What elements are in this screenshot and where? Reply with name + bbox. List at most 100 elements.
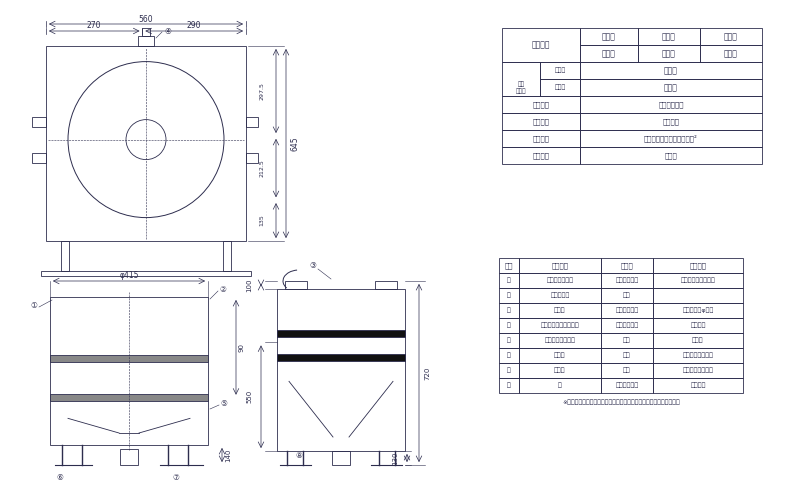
Bar bbox=[499, 288, 518, 303]
Bar bbox=[579, 113, 761, 130]
Text: ｔ１．２: ｔ１．２ bbox=[689, 383, 705, 388]
Bar bbox=[600, 258, 652, 273]
Bar bbox=[600, 378, 652, 393]
Bar bbox=[501, 130, 579, 147]
Bar bbox=[600, 288, 652, 303]
Text: 270: 270 bbox=[87, 21, 101, 30]
Text: 材　質: 材 質 bbox=[620, 262, 633, 269]
Bar bbox=[652, 303, 742, 318]
Text: ＳＵＳ４３０: ＳＵＳ４３０ bbox=[615, 308, 637, 313]
Text: 給水口: 給水口 bbox=[554, 68, 565, 73]
Text: 720: 720 bbox=[423, 366, 430, 380]
Bar bbox=[539, 62, 579, 79]
Bar bbox=[499, 303, 518, 318]
Bar bbox=[375, 281, 397, 289]
Bar bbox=[652, 378, 742, 393]
Bar bbox=[518, 288, 600, 303]
Text: 297.5: 297.5 bbox=[260, 82, 264, 100]
Text: ４: ４ bbox=[506, 323, 510, 328]
Bar bbox=[277, 330, 405, 337]
Bar bbox=[277, 354, 405, 361]
Text: ０．８～１．５ｋｇ／ｃｍ²: ０．８～１．５ｋｇ／ｃｍ² bbox=[643, 135, 697, 142]
Text: 560: 560 bbox=[139, 15, 153, 23]
Bar bbox=[518, 378, 600, 393]
Bar bbox=[518, 303, 600, 318]
Bar bbox=[223, 241, 230, 271]
Bar bbox=[246, 153, 258, 163]
Bar bbox=[652, 348, 742, 363]
Text: 140: 140 bbox=[225, 448, 230, 462]
Bar bbox=[579, 147, 761, 164]
Bar bbox=[142, 28, 150, 36]
Bar bbox=[579, 62, 761, 79]
Text: φ415: φ415 bbox=[119, 271, 139, 281]
Text: 排水口: 排水口 bbox=[553, 367, 565, 373]
Bar bbox=[600, 363, 652, 378]
Text: 排水口: 排水口 bbox=[554, 85, 565, 90]
Text: ６４５: ６４５ bbox=[661, 49, 675, 58]
Bar bbox=[499, 348, 518, 363]
Text: 三方ボールバルブ: 三方ボールバルブ bbox=[682, 367, 713, 373]
Bar bbox=[518, 273, 600, 288]
Text: 高　さ: 高 さ bbox=[723, 32, 737, 41]
Text: ＢＣ: ＢＣ bbox=[622, 367, 630, 373]
Text: ⑥: ⑥ bbox=[57, 472, 63, 482]
Text: ＳＵＳ４３０: ＳＵＳ４３０ bbox=[615, 323, 637, 328]
Bar bbox=[600, 348, 652, 363]
Text: 三方ボールバルブ: 三方ボールバルブ bbox=[682, 353, 713, 358]
Text: 出米管: 出米管 bbox=[553, 308, 565, 313]
Text: ２: ２ bbox=[506, 293, 510, 298]
Text: 290: 290 bbox=[187, 21, 201, 30]
Bar bbox=[499, 363, 518, 378]
Bar bbox=[579, 28, 637, 45]
Text: １: １ bbox=[506, 278, 510, 284]
Text: ｔ０．８，ｔ１．０: ｔ０．８，ｔ１．０ bbox=[680, 278, 714, 284]
Text: ④: ④ bbox=[165, 27, 171, 37]
Text: ２０Ａ: ２０Ａ bbox=[663, 83, 677, 92]
Bar bbox=[120, 449, 138, 465]
Bar bbox=[652, 318, 742, 333]
Bar bbox=[652, 288, 742, 303]
Bar bbox=[652, 273, 742, 288]
Text: ７: ７ bbox=[506, 367, 510, 373]
Text: ９ｋｇ: ９ｋｇ bbox=[664, 152, 676, 159]
Text: ③: ③ bbox=[309, 261, 316, 269]
Bar bbox=[499, 333, 518, 348]
Text: 奥　行: 奥 行 bbox=[661, 32, 675, 41]
Bar bbox=[579, 45, 637, 62]
Text: 製品重量: 製品重量 bbox=[532, 152, 549, 159]
Bar bbox=[518, 318, 600, 333]
Text: ①: ① bbox=[31, 301, 37, 309]
Bar bbox=[518, 258, 600, 273]
Bar bbox=[579, 96, 761, 113]
Text: ＢＣ: ＢＣ bbox=[622, 353, 630, 358]
Text: ２０Ａ: ２０Ａ bbox=[663, 66, 677, 75]
Text: オーバーフローカバー: オーバーフローカバー bbox=[540, 323, 579, 328]
Text: 130: 130 bbox=[392, 451, 397, 465]
Text: ３: ３ bbox=[506, 308, 510, 313]
Bar bbox=[539, 79, 579, 96]
Bar bbox=[652, 363, 742, 378]
Bar bbox=[332, 451, 350, 465]
Text: 間　口: 間 口 bbox=[601, 32, 616, 41]
Bar bbox=[600, 333, 652, 348]
Bar bbox=[637, 28, 699, 45]
Text: 備　　考: 備 考 bbox=[689, 262, 706, 269]
Text: ７２０: ７２０ bbox=[723, 49, 737, 58]
Bar bbox=[50, 297, 208, 445]
Text: ３～４分: ３～４分 bbox=[662, 118, 679, 125]
Bar bbox=[501, 113, 579, 130]
Text: ８: ８ bbox=[506, 383, 510, 388]
Text: 切換バルブ: 切換バルブ bbox=[550, 293, 569, 298]
Bar bbox=[50, 394, 208, 401]
Text: 212.5: 212.5 bbox=[260, 159, 264, 177]
Bar bbox=[50, 355, 208, 362]
Text: 洗米能力: 洗米能力 bbox=[532, 101, 549, 108]
Text: 水道
接続口: 水道 接続口 bbox=[515, 81, 526, 94]
Text: ５６０: ５６０ bbox=[601, 49, 616, 58]
Bar bbox=[46, 46, 246, 241]
Text: 550: 550 bbox=[246, 390, 251, 404]
Bar bbox=[652, 333, 742, 348]
Bar bbox=[600, 318, 652, 333]
Text: オーバーフロー管: オーバーフロー管 bbox=[544, 338, 575, 343]
